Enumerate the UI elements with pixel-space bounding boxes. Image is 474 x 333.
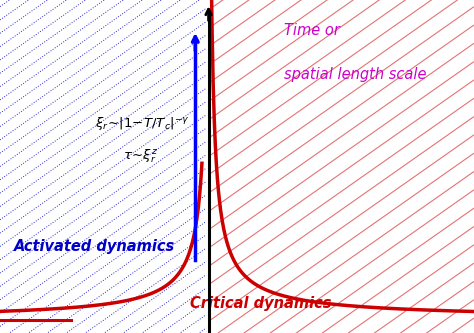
Text: Critical dynamics: Critical dynamics (190, 295, 331, 311)
Text: $\tau\!\sim\!\xi_r^z$: $\tau\!\sim\!\xi_r^z$ (123, 148, 159, 165)
Bar (0, 0, 206, 333)
Text: spatial length scale: spatial length scale (284, 67, 427, 82)
Text: $\xi_r\!\sim\!|1\!-\!T/T_c|^{-\gamma}$: $\xi_r\!\sim\!|1\!-\!T/T_c|^{-\gamma}$ (95, 115, 190, 132)
Bar (211, 0, 474, 333)
Text: Time or: Time or (284, 23, 340, 38)
Text: Activated dynamics: Activated dynamics (14, 239, 175, 254)
